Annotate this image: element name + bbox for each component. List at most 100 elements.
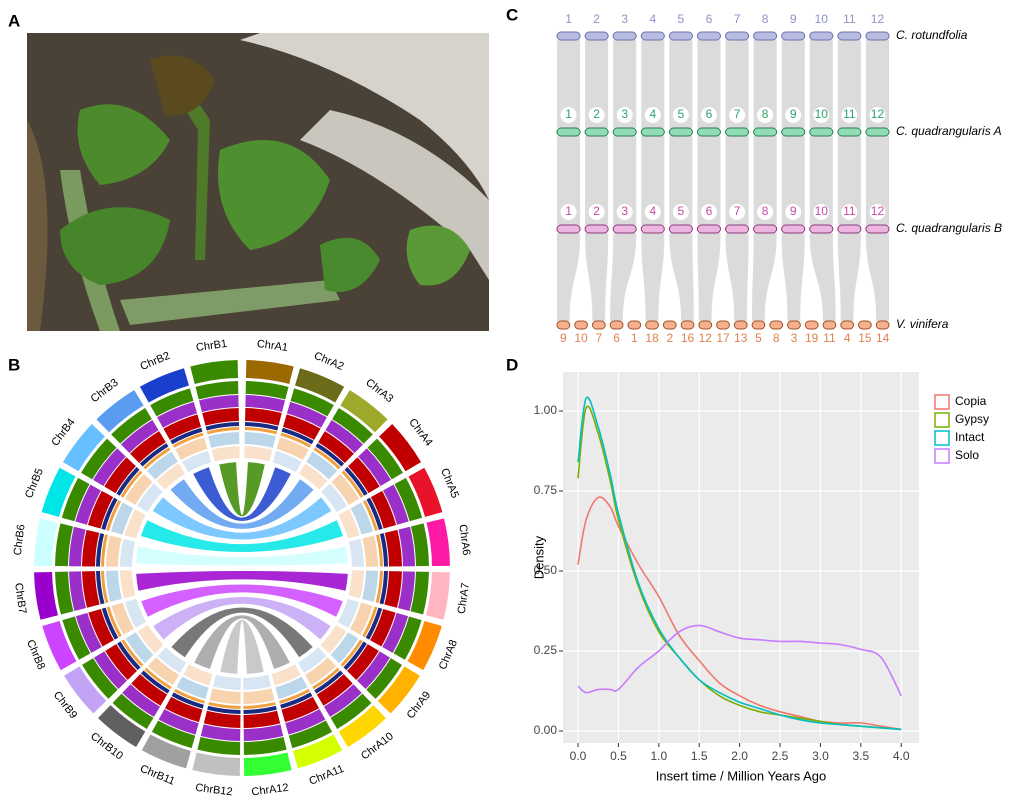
genome-name: C. quadrangularis A: [896, 124, 1002, 138]
x-tick-label: 2.5: [772, 749, 789, 763]
density-chart: 0.00 0.25 0.50 0.75 1.00 0.0 0.5 1.0 1.5 2.0 2.5 3.…: [531, 372, 989, 783]
chromosome-arc: [34, 571, 58, 620]
chromosome-number: 1: [565, 12, 572, 26]
chromosome-number: 2: [593, 204, 600, 218]
chromosome-label: ChrB8: [24, 638, 47, 671]
synteny-link: [781, 40, 805, 128]
synteny-link: [752, 233, 777, 321]
label-badge: [560, 204, 577, 220]
heat-track: [306, 451, 338, 480]
label-badge: [700, 107, 717, 123]
te-track: [198, 395, 239, 413]
chromosome-number: 11: [843, 12, 856, 26]
gc-track: [130, 431, 166, 463]
synteny-link: [557, 40, 581, 128]
line-track: [343, 641, 367, 671]
label-badge: [672, 204, 689, 220]
chromosome-number: 6: [706, 12, 713, 26]
heat-track: [362, 570, 378, 602]
orange-track: [106, 606, 122, 638]
orange-track: [312, 667, 340, 690]
chromosome-bar: [612, 31, 637, 41]
chromosome-label: ChrB9: [51, 689, 80, 721]
chromosome-bar: [609, 320, 624, 330]
synteny-link: [753, 40, 777, 128]
heat-track: [338, 509, 360, 539]
chromosome-arc: [139, 368, 189, 403]
x-tick-label: 0.0: [570, 749, 587, 763]
te-track: [75, 612, 102, 653]
y-tick-label: 1.00: [534, 403, 558, 417]
synteny-ribbon: [193, 467, 291, 521]
synteny-ribbon: [220, 619, 264, 674]
heat-track: [348, 570, 364, 599]
chromosome-bar: [556, 31, 581, 41]
chromosome-bar: [837, 127, 862, 137]
label-badge: [813, 107, 830, 123]
chromosome-number: 4: [649, 107, 656, 121]
chromosome-bar: [809, 31, 834, 41]
y-tick-label: 0.75: [534, 483, 558, 497]
chromosome-bar: [556, 224, 581, 234]
synteny-link: [641, 136, 665, 225]
te-track: [94, 651, 127, 690]
te-track: [357, 651, 390, 690]
gene-density-track: [393, 616, 422, 660]
synteny-link: [865, 40, 889, 128]
chromosome-label: ChrA12: [251, 782, 290, 796]
synteny-link: [809, 40, 833, 128]
chromosome-number: 8: [762, 204, 769, 218]
gc-track: [164, 696, 203, 723]
legend-key: [934, 448, 950, 464]
line-track: [101, 607, 119, 640]
x-tick-label: 1.5: [691, 749, 708, 763]
chromosome-bar: [804, 320, 819, 330]
label-badge: [672, 107, 689, 123]
x-tick-label: 3.5: [852, 749, 869, 763]
heat-track: [120, 570, 136, 599]
heat-track: [120, 538, 136, 567]
te-track: [325, 420, 364, 453]
gene-density-track: [197, 736, 241, 755]
heat-track: [183, 664, 213, 686]
chromosome-arc: [98, 705, 146, 748]
heat-track: [111, 602, 134, 635]
heat-track: [275, 676, 308, 699]
chromosome-arc: [34, 518, 58, 567]
gene-density-track: [410, 523, 429, 567]
synteny-ribbon: [136, 546, 348, 566]
gene-density-track: [243, 736, 287, 755]
chromosome-bar: [822, 320, 837, 330]
chromosome-label: ChrB12: [195, 782, 234, 796]
heat-track: [147, 657, 179, 686]
chromosome-label: ChrB6: [12, 524, 28, 556]
label-badge: [729, 204, 746, 220]
synteny-link: [613, 40, 637, 128]
chromosome-number: 9: [790, 107, 797, 121]
y-axis-label: Density: [531, 535, 546, 579]
orange-track: [341, 470, 364, 498]
label-badge: [588, 204, 605, 220]
heat-track: [321, 483, 348, 513]
synteny-link: [725, 233, 749, 321]
chromosome-arc: [192, 752, 241, 776]
chromosome-label: ChrB7: [12, 582, 28, 615]
synteny-link: [697, 40, 721, 128]
gene-density-track: [394, 477, 423, 522]
gene-density-track: [245, 381, 289, 400]
chromosome-number: 9: [790, 12, 797, 26]
chromosome-number: 7: [734, 12, 741, 26]
chromosome-bar: [753, 224, 778, 234]
gene-density-track: [62, 616, 91, 660]
chromosome-bar: [769, 320, 784, 330]
gc-track: [104, 457, 136, 494]
line-track: [379, 570, 388, 605]
chromosome-label: ChrB2: [138, 350, 171, 373]
heat-track: [124, 509, 146, 539]
panel-label: B: [8, 355, 20, 374]
label-badge: [616, 107, 633, 123]
line-track: [315, 443, 345, 467]
gc-track: [370, 609, 396, 647]
chromosome-number: 3: [791, 331, 798, 345]
orange-track: [101, 570, 109, 604]
